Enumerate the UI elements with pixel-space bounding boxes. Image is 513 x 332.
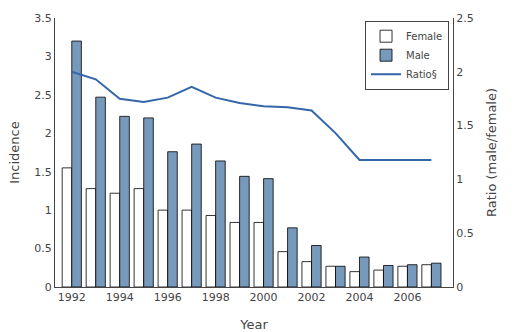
- svg-text:2004: 2004: [345, 291, 373, 304]
- svg-text:2: 2: [456, 66, 463, 79]
- svg-text:1996: 1996: [154, 291, 182, 304]
- svg-text:Male: Male: [406, 50, 430, 61]
- svg-text:1: 1: [45, 204, 52, 217]
- svg-text:2.5: 2.5: [456, 12, 474, 25]
- svg-text:Ratio§: Ratio§: [406, 69, 437, 80]
- svg-text:2000: 2000: [250, 291, 278, 304]
- svg-text:Incidence: Incidence: [7, 121, 22, 183]
- svg-text:1994: 1994: [106, 291, 134, 304]
- svg-text:0: 0: [456, 281, 463, 294]
- svg-text:3: 3: [45, 50, 52, 63]
- svg-text:0.5: 0.5: [34, 242, 52, 255]
- svg-text:2002: 2002: [298, 291, 326, 304]
- svg-text:3.5: 3.5: [34, 12, 52, 25]
- svg-text:0: 0: [45, 281, 52, 294]
- svg-text:1998: 1998: [202, 291, 230, 304]
- svg-text:Ratio (male/female): Ratio (male/female): [484, 88, 499, 217]
- svg-text:1.5: 1.5: [456, 119, 474, 132]
- svg-text:1.5: 1.5: [34, 166, 52, 179]
- svg-text:2006: 2006: [393, 291, 421, 304]
- svg-text:1: 1: [456, 173, 463, 186]
- svg-text:2.5: 2.5: [34, 89, 52, 102]
- svg-text:Female: Female: [406, 31, 442, 42]
- svg-text:1992: 1992: [58, 291, 86, 304]
- svg-text:2: 2: [45, 127, 52, 140]
- svg-text:Year: Year: [239, 317, 268, 332]
- svg-text:0.5: 0.5: [456, 227, 474, 240]
